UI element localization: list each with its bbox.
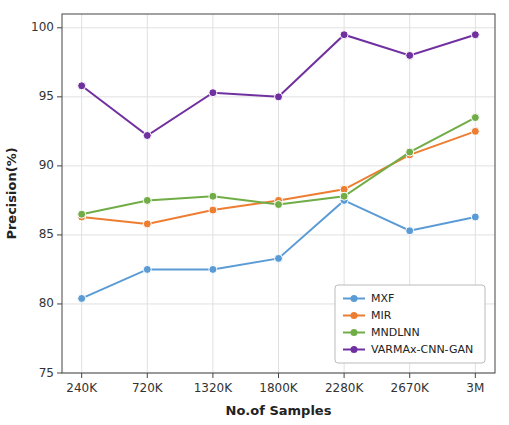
y-tick: [57, 234, 62, 235]
grid-line-x: [278, 14, 279, 373]
legend-label: MIR: [371, 309, 392, 322]
x-axis-label: No.of Samples: [226, 403, 332, 418]
point: [471, 31, 479, 39]
point: [209, 192, 217, 200]
y-tick-label: 95: [39, 89, 54, 103]
point: [340, 31, 348, 39]
y-tick: [57, 96, 62, 97]
series-line: [82, 200, 476, 298]
legend: MXF MIR MNDLNN VARMAx-CNN-GAN: [335, 285, 485, 363]
point: [209, 206, 217, 214]
series-line: [82, 35, 476, 136]
point: [143, 265, 151, 273]
series-line: [82, 118, 476, 215]
point: [275, 254, 283, 262]
chart: 75 80 85 90 95 100 240K 720K 1320K 1800K 2280K 2670…: [0, 0, 509, 425]
x-tick: [212, 373, 213, 378]
point: [209, 265, 217, 273]
legend-marker: [351, 295, 358, 302]
legend-marker: [351, 329, 358, 336]
y-tick-label: 85: [39, 227, 54, 241]
legend-label: VARMAx-CNN-GAN: [371, 343, 473, 356]
y-tick-label: 90: [39, 158, 54, 172]
x-tick-label: 2670K: [391, 381, 431, 395]
y-tick: [57, 303, 62, 304]
x-tick-label: 2280K: [325, 381, 365, 395]
x-tick: [147, 373, 148, 378]
series: [78, 127, 480, 228]
point: [143, 132, 151, 140]
point: [78, 82, 86, 90]
y-axis-label: Precision(%): [4, 147, 19, 239]
x-tick: [475, 373, 476, 378]
y-tick: [57, 27, 62, 28]
point: [143, 196, 151, 204]
x-tick: [344, 373, 345, 378]
plot-frame: [62, 14, 495, 373]
y-tick-label: 100: [31, 20, 54, 34]
point: [406, 51, 414, 59]
point: [471, 213, 479, 221]
point: [78, 294, 86, 302]
x-tick-label: 240K: [66, 381, 98, 395]
x-tick-label: 720K: [132, 381, 164, 395]
y-tick-label: 80: [39, 296, 54, 310]
point: [209, 89, 217, 97]
legend-marker: [351, 346, 358, 353]
x-tick: [81, 373, 82, 378]
series: [78, 31, 480, 140]
y-tick-label: 75: [39, 366, 54, 380]
x-tick: [278, 373, 279, 378]
legend-label: MNDLNN: [371, 326, 420, 339]
point: [471, 127, 479, 135]
legend-marker: [351, 312, 358, 319]
legend-label: MXF: [371, 292, 394, 305]
point: [406, 148, 414, 156]
plot-area: [62, 14, 495, 373]
point: [406, 227, 414, 235]
point: [143, 220, 151, 228]
point: [78, 210, 86, 218]
x-tick-label: 1800K: [259, 381, 299, 395]
grid: [62, 14, 495, 373]
y-axis: 75 80 85 90 95 100: [31, 20, 62, 379]
y-tick: [57, 373, 62, 374]
point: [275, 93, 283, 101]
point: [275, 201, 283, 209]
series-group: [78, 31, 480, 303]
grid-line-x: [147, 14, 148, 373]
point: [471, 114, 479, 122]
x-tick: [409, 373, 410, 378]
grid-line-x: [81, 14, 82, 373]
y-tick: [57, 165, 62, 166]
legend-box: [335, 285, 485, 363]
x-axis: 240K 720K 1320K 1800K 2280K 2670K 3M: [66, 373, 484, 395]
x-tick-label: 1320K: [194, 381, 234, 395]
series-line: [82, 131, 476, 224]
x-tick-label: 3M: [466, 381, 484, 395]
point: [340, 192, 348, 200]
